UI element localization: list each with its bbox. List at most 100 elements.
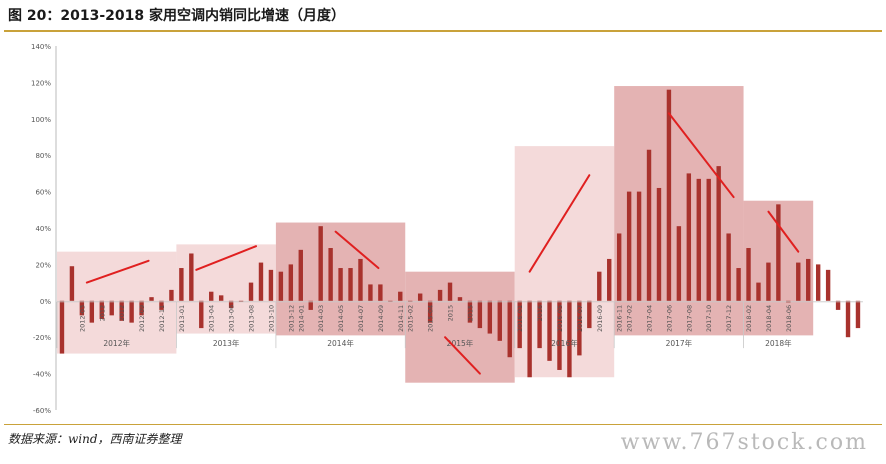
x-tick-label: 2012-03	[78, 305, 86, 332]
x-tick-label: 2014-03	[317, 305, 325, 332]
trend-arrow	[444, 336, 481, 375]
x-tick-label: 2013-10	[267, 305, 275, 332]
bar	[597, 271, 602, 301]
trend-arrow	[667, 112, 735, 199]
bar	[656, 187, 662, 301]
y-axis: 140% 120% 100% 80% 60% 40% 20% 0% -20% -40% -60%	[31, 43, 57, 415]
bar	[806, 258, 811, 301]
y-tick-label: -60%	[33, 407, 51, 415]
bar	[248, 282, 254, 301]
bar	[557, 300, 562, 370]
x-tick-label: 2016	[536, 305, 544, 322]
trend-arrow	[528, 174, 591, 273]
bar	[527, 300, 532, 378]
bar	[258, 262, 264, 301]
bar	[855, 300, 861, 329]
bars	[59, 89, 861, 378]
bar	[626, 191, 632, 301]
x-tick-label: 2017-12	[725, 305, 733, 332]
bar	[308, 300, 313, 310]
bar	[268, 269, 274, 301]
x-tick-label: 2013-08	[248, 305, 256, 332]
bar	[288, 264, 294, 301]
bar	[587, 300, 592, 329]
bar	[497, 300, 502, 341]
bar	[109, 300, 114, 316]
x-tick-label: 2015-02	[407, 305, 415, 332]
x-tick-label: 2018-06	[785, 305, 793, 332]
bar	[636, 191, 642, 301]
x-tick-label: 2013-01	[178, 305, 186, 332]
bar	[766, 262, 771, 301]
bar	[408, 300, 413, 302]
bar-chart: 140% 120% 100% 80% 60% 40% 20% 0% -20% -40% -60% 2…	[31, 43, 863, 415]
x-tick-label: 2017-06	[665, 305, 673, 332]
bar	[129, 300, 134, 323]
x-tick-label: 2014-07	[357, 305, 365, 332]
bar	[99, 300, 104, 319]
bar	[835, 300, 841, 310]
bar	[706, 178, 711, 301]
x-tick-label: 2018-04	[765, 305, 773, 332]
bar	[119, 300, 124, 321]
bar	[159, 300, 164, 310]
year-label: 2012年	[103, 338, 130, 348]
bar	[89, 300, 95, 323]
bar	[507, 300, 512, 358]
bar	[477, 300, 483, 329]
x-tick-label: 2016-05	[556, 305, 564, 332]
x-tick-label: 2012-11	[158, 305, 166, 332]
y-tick-label: 100%	[31, 116, 51, 124]
trend-arrow	[195, 245, 257, 271]
y-tick-label: 0%	[40, 298, 51, 306]
bar	[467, 300, 473, 323]
x-tick-label: 2012	[118, 305, 126, 322]
x-axis-band: 2012-03 2012 2012 2012-09 2012-11 2012年 2013-0…	[56, 301, 863, 349]
x-tick-label: 2017-10	[705, 305, 713, 332]
bar	[338, 268, 343, 301]
trend-arrow	[767, 210, 800, 253]
bar	[646, 149, 652, 301]
bar	[298, 249, 303, 301]
bar	[199, 300, 204, 329]
bar	[398, 291, 403, 301]
bar	[348, 268, 353, 301]
figure-title: 图 20：2013-2018 家用空调内销同比增速（月度）	[8, 8, 345, 24]
x-tick-label: 2015	[466, 305, 474, 322]
x-tick-label: 2014-01	[297, 305, 305, 332]
bar	[796, 262, 801, 301]
bar	[676, 226, 682, 301]
bar	[358, 258, 363, 301]
bar	[278, 271, 284, 301]
watermark: www.767stock.com	[620, 430, 868, 455]
bar	[756, 282, 761, 301]
bar	[179, 268, 184, 301]
trend-arrow	[85, 259, 150, 284]
bar	[378, 284, 383, 301]
bar	[437, 289, 443, 301]
bar	[238, 300, 244, 302]
bar	[547, 300, 552, 361]
y-tick-label: 80%	[35, 152, 51, 160]
x-tick-label: 2017-08	[685, 305, 693, 332]
year-label: 2017年	[666, 338, 693, 348]
bar	[328, 248, 333, 301]
bar	[736, 268, 741, 301]
bar	[845, 300, 851, 338]
bar	[388, 300, 393, 302]
trend-arrows	[85, 112, 800, 375]
year-label: 2013年	[213, 338, 240, 348]
y-tick-label: -20%	[33, 334, 51, 342]
x-tick-label: 2014-05	[337, 305, 345, 332]
x-tick-label: 2015-04	[427, 305, 435, 332]
bar	[69, 266, 75, 301]
footer-rule	[4, 424, 882, 425]
period-box-0	[57, 251, 177, 354]
x-tick-label: 2017-02	[626, 305, 634, 332]
bar	[209, 291, 214, 301]
bar	[537, 300, 542, 349]
bar	[577, 300, 582, 356]
year-label: 2018年	[765, 338, 792, 348]
bar	[457, 297, 463, 301]
bar	[567, 300, 572, 378]
